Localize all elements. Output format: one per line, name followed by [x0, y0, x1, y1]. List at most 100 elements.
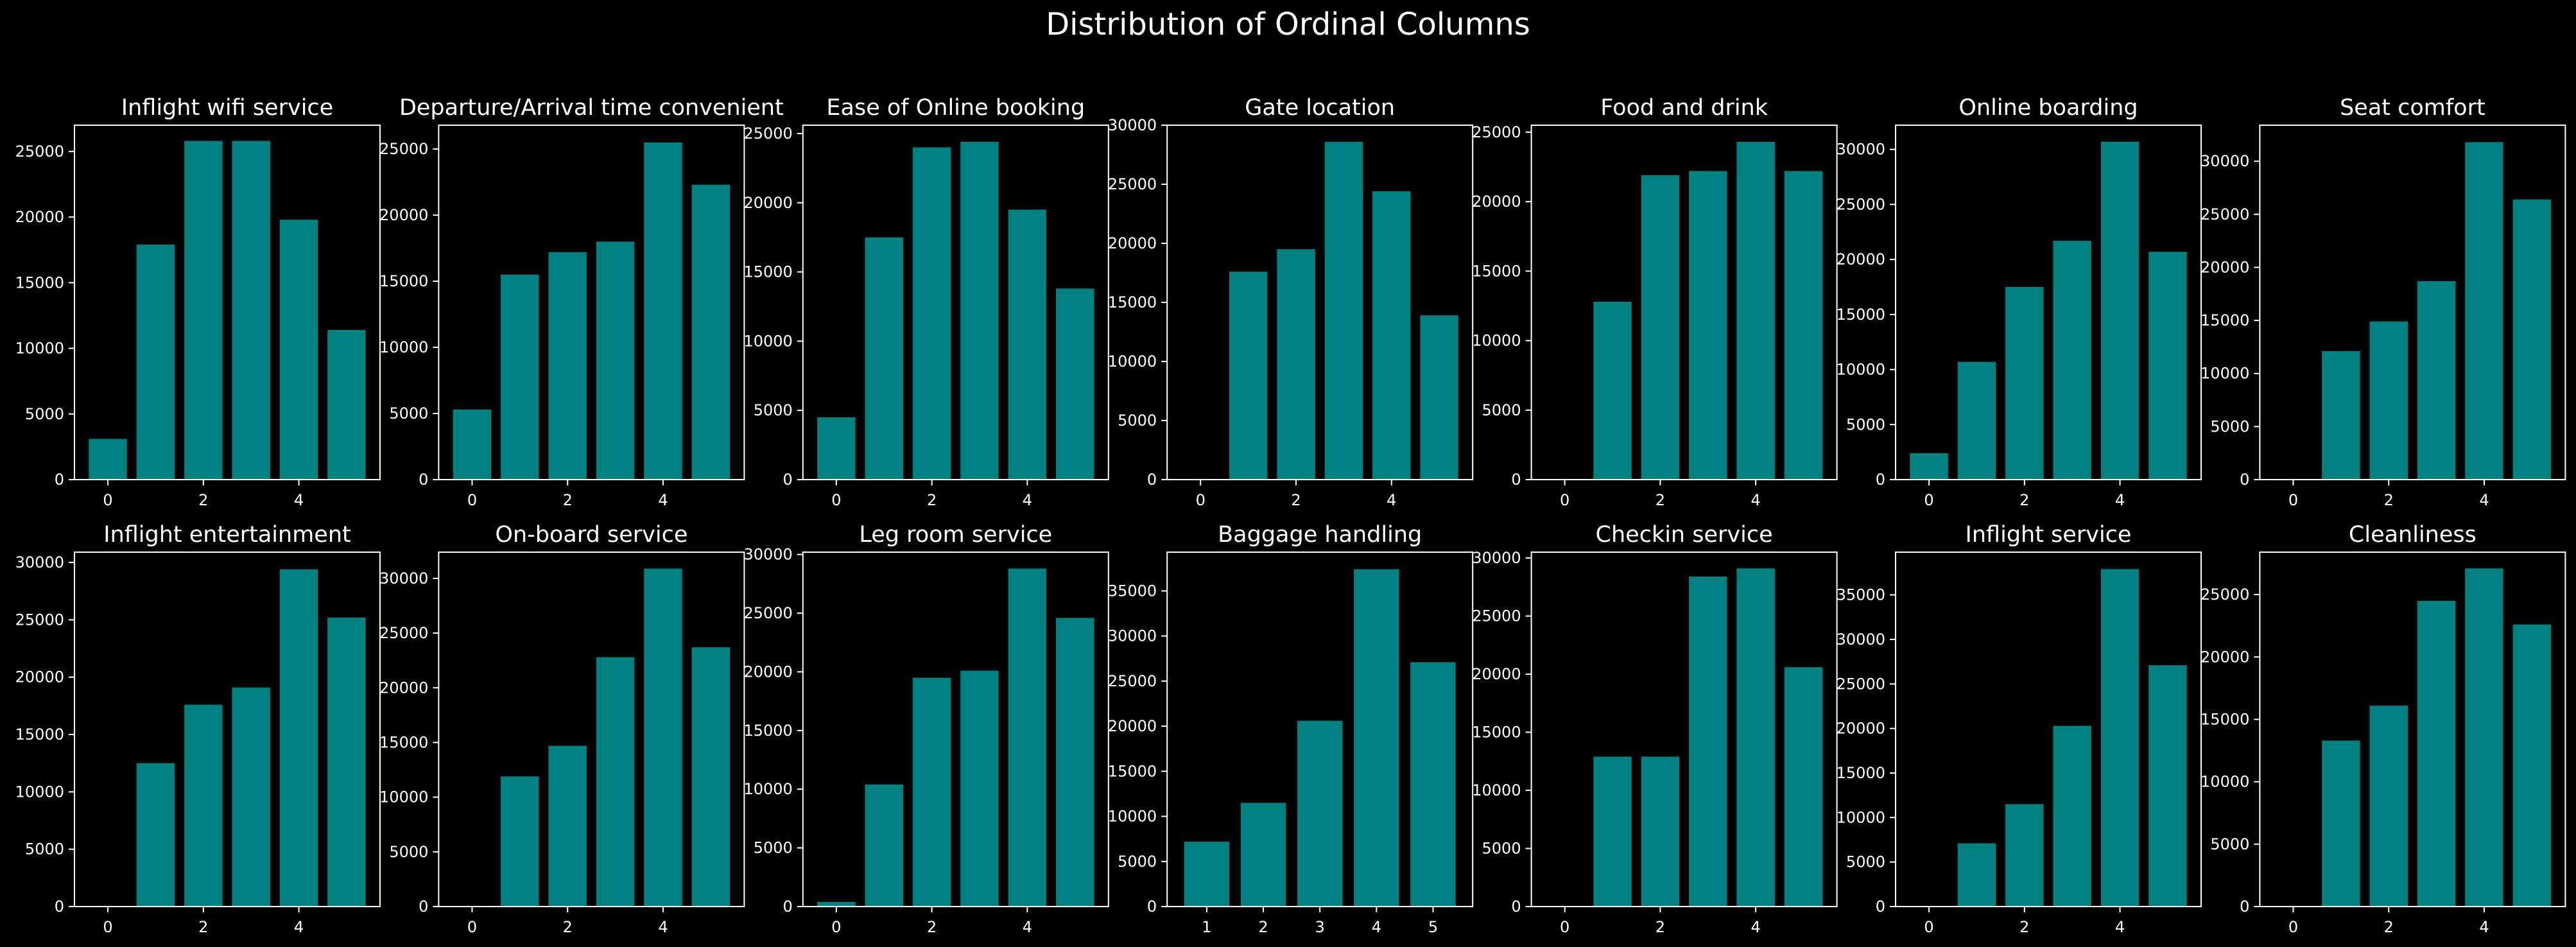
y-tick-label: 25000: [743, 604, 792, 622]
bar: [1297, 720, 1343, 907]
subplot-title: Inflight service: [1966, 522, 2132, 548]
bar: [136, 763, 175, 907]
x-tick-label: 0: [2288, 918, 2298, 936]
bar: [2369, 321, 2408, 480]
bar: [232, 141, 270, 480]
bar: [2369, 706, 2408, 907]
bar: [1784, 667, 1823, 907]
y-tick-label: 35000: [1108, 582, 1157, 600]
y-tick-label: 10000: [15, 340, 64, 358]
subplot-1: 0 5000 10000 15000 20000 25000 0 2 4 Inflight wif…: [15, 95, 381, 509]
y-tick-label: 15000: [1108, 762, 1157, 780]
bar: [2417, 600, 2456, 907]
y-tick-label: 5000: [1846, 853, 1885, 871]
y-tick-label: 15000: [1837, 306, 1885, 324]
y-tick-label: 0: [2240, 471, 2249, 489]
bar: [1184, 841, 1230, 907]
subplot-10: 0 5000 10000 15000 20000 25000 30000 0 2 4 Leg roo…: [743, 522, 1109, 936]
y-tick-label: 15000: [2200, 311, 2249, 329]
y-tick-label: 5000: [2210, 417, 2249, 435]
bar: [1784, 171, 1823, 480]
x-tick-label: 2: [563, 918, 573, 936]
subplot-title: Ease of Online booking: [826, 95, 1085, 121]
y-tick-label: 10000: [379, 788, 428, 806]
x-tick-label: 2: [2019, 491, 2029, 509]
subplot-13: 0 5000 10000 15000 20000 25000 30000 35000 0 2 4 In…: [1837, 522, 2202, 936]
y-tick-label: 35000: [1837, 586, 1885, 604]
x-tick-label: 2: [1291, 491, 1301, 509]
subplot-12: 0 5000 10000 15000 20000 25000 30000 0 2 4 Checkin…: [1472, 522, 1838, 936]
bar: [1354, 569, 1399, 907]
bar: [2465, 568, 2503, 907]
bar: [596, 241, 635, 480]
bar: [501, 274, 539, 480]
axes-frame: [802, 552, 1109, 907]
subplot-title: Gate location: [1245, 95, 1395, 121]
bar: [232, 687, 270, 907]
x-tick-label: 4: [2115, 491, 2125, 509]
subplot-3: 0 5000 10000 15000 20000 25000 0 2 4 Ease of Onli…: [743, 95, 1109, 509]
subplot-title: Checkin service: [1596, 522, 1773, 548]
y-tick-label: 0: [1511, 898, 1521, 916]
y-tick-label: 30000: [15, 553, 64, 571]
y-tick-label: 25000: [379, 624, 428, 642]
y-tick-label: 25000: [1837, 675, 1885, 693]
x-tick-label: 2: [198, 491, 208, 509]
x-tick-label: 0: [467, 491, 477, 509]
figure-title: Distribution of Ordinal Columns: [1046, 6, 1530, 42]
bar: [960, 141, 999, 480]
y-tick-label: 20000: [1108, 234, 1157, 252]
bar: [1689, 577, 1727, 907]
y-tick-label: 0: [783, 898, 793, 916]
x-tick-label: 2: [927, 491, 937, 509]
y-tick-label: 10000: [743, 780, 792, 798]
axes-frame: [2259, 552, 2566, 907]
bar: [279, 220, 318, 480]
bar: [1229, 272, 1268, 480]
bar: [1240, 803, 1286, 907]
y-tick-label: 10000: [1108, 352, 1157, 370]
y-tick-label: 15000: [1837, 764, 1885, 782]
x-tick-label: 2: [2384, 491, 2394, 509]
bar: [1593, 301, 1632, 480]
subplot-2: 0 5000 10000 15000 20000 25000 0 2 4 Departure/Ar…: [379, 95, 784, 509]
subplot-title: Online boarding: [1958, 95, 2138, 121]
y-tick-label: 15000: [1472, 262, 1521, 280]
bar: [865, 237, 903, 480]
y-tick-label: 25000: [2200, 586, 2249, 604]
y-tick-label: 20000: [2200, 648, 2249, 666]
y-tick-label: 0: [1511, 471, 1521, 489]
y-tick-label: 25000: [743, 125, 792, 143]
subplot-7: 0 5000 10000 15000 20000 25000 30000 0 2 4 Seat co…: [2200, 95, 2566, 509]
y-tick-label: 10000: [743, 332, 792, 350]
y-tick-label: 20000: [743, 194, 792, 212]
x-tick-label: 0: [1924, 918, 1933, 936]
x-tick-label: 0: [831, 918, 841, 936]
subplot-title: Inflight wifi service: [121, 95, 333, 121]
x-tick-label: 1: [1202, 918, 1211, 936]
y-tick-label: 10000: [379, 338, 428, 356]
bar: [817, 417, 856, 480]
x-tick-label: 3: [1315, 918, 1325, 936]
bar: [1420, 315, 1458, 480]
y-tick-label: 25000: [1108, 672, 1157, 690]
y-tick-label: 25000: [379, 140, 428, 158]
y-tick-label: 20000: [379, 206, 428, 224]
x-tick-label: 4: [1751, 491, 1761, 509]
y-tick-label: 0: [1147, 898, 1157, 916]
bar: [184, 704, 223, 907]
x-tick-label: 4: [2115, 918, 2125, 936]
bar: [501, 776, 539, 907]
y-tick-label: 20000: [1837, 720, 1885, 738]
x-tick-label: 0: [1924, 491, 1933, 509]
x-tick-label: 4: [658, 918, 668, 936]
subplot-title: Cleanliness: [2349, 522, 2477, 548]
y-tick-label: 5000: [1118, 412, 1157, 430]
y-tick-label: 10000: [15, 783, 64, 801]
x-tick-label: 0: [103, 918, 112, 936]
bar: [912, 147, 951, 480]
bar: [2322, 351, 2360, 480]
axes-frame: [438, 125, 745, 480]
axes-frame: [2259, 125, 2566, 480]
y-tick-label: 5000: [1482, 840, 1521, 858]
